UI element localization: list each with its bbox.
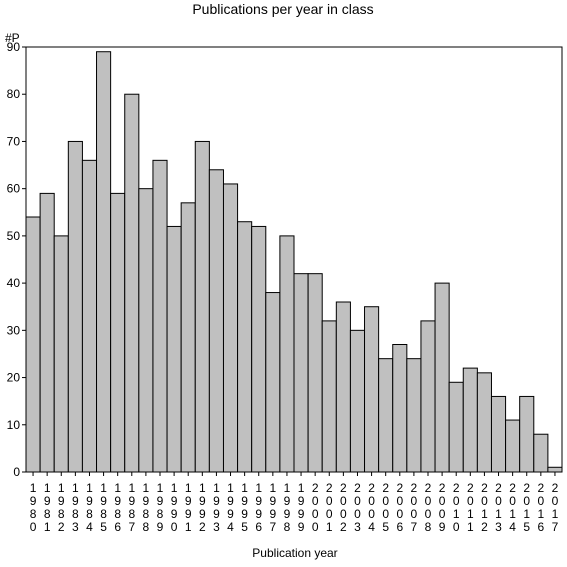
bar-1987 (124, 93, 140, 473)
y-tick-label: 20 (7, 371, 21, 385)
bar-1990 (166, 225, 182, 473)
bar-1993 (208, 169, 224, 473)
bar-2003 (349, 329, 366, 473)
bar-1994 (222, 183, 239, 473)
bar-2007 (406, 358, 422, 473)
bar-1992 (194, 140, 210, 473)
bar-1985 (96, 51, 112, 473)
bar-1986 (110, 192, 126, 473)
bar-2015 (519, 395, 535, 473)
y-tick-label: 0 (13, 465, 20, 479)
y-tick-label: 40 (7, 276, 21, 290)
bar-2004 (364, 306, 380, 473)
y-tick-label: 30 (7, 323, 21, 337)
bar-1980 (25, 216, 41, 473)
y-axis-label: #P (5, 31, 20, 45)
bar-1984 (81, 159, 98, 473)
bar-2016 (533, 433, 549, 473)
bar-2005 (378, 358, 394, 473)
bar-1988 (138, 188, 154, 473)
bar-2002 (335, 301, 351, 473)
bar-2014 (505, 419, 521, 473)
bar-2017 (547, 466, 563, 473)
x-axis-label: Publication year (252, 546, 337, 560)
bar-1996 (251, 225, 267, 473)
bar-2001 (321, 320, 337, 473)
bar-1982 (53, 235, 69, 473)
bar-2009 (434, 282, 450, 473)
y-tick-label: 80 (7, 87, 21, 101)
y-tick-label: 10 (7, 418, 21, 432)
bar-1991 (180, 202, 196, 473)
bar-1998 (279, 235, 295, 473)
bar-1989 (152, 159, 168, 473)
bar-2011 (462, 367, 478, 473)
bar-1983 (67, 140, 83, 473)
bar-2006 (392, 344, 408, 473)
bar-1999 (293, 273, 309, 473)
bar-2010 (448, 381, 464, 473)
y-tick-label: 90 (7, 40, 21, 54)
bar-1995 (237, 221, 253, 473)
bar-2000 (307, 273, 323, 473)
y-tick-label: 60 (7, 182, 21, 196)
plot-area: 0 10 20 30 40 50 60 70 80 90 1 9 8 0 1 9 8 1 1 9 8 2 1 9 8 3 1 9 8 4 1… (7, 40, 563, 534)
bar-2012 (476, 372, 492, 473)
bar-2008 (420, 320, 436, 473)
y-tick-label: 70 (7, 134, 21, 148)
chart-title: Publications per year in class (192, 1, 373, 17)
bar-1997 (265, 292, 281, 473)
bar-1981 (39, 192, 55, 473)
y-tick-label: 50 (7, 229, 21, 243)
bar-2013 (490, 395, 507, 473)
